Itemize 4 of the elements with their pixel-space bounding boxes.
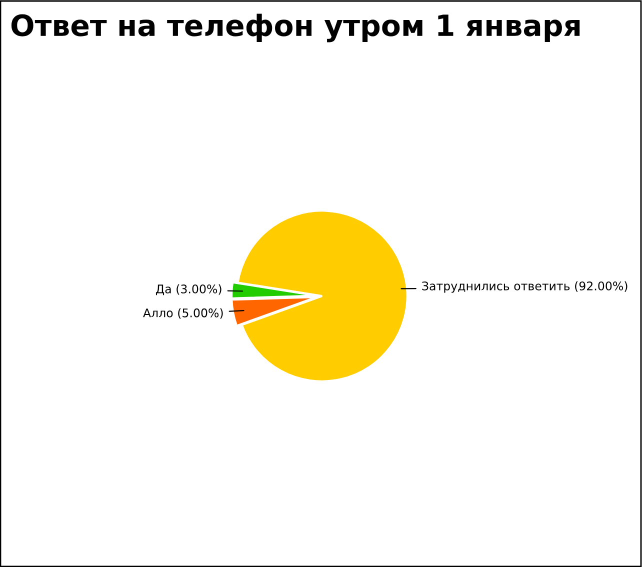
- chart-title: Ответ на телефон утром 1 января: [11, 14, 580, 42]
- slice-label: Алло (5.00%): [143, 308, 223, 319]
- slice-label: Да (3.00%): [156, 284, 222, 296]
- slice-label: Затруднились ответить (92.00%): [422, 281, 628, 293]
